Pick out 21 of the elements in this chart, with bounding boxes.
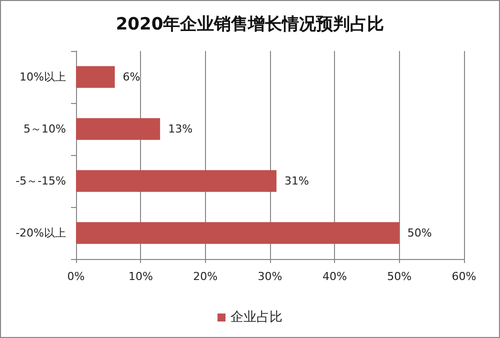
data-label: 13% [168,122,193,136]
x-tick-label: 60% [452,270,476,283]
x-tick-label: 30% [258,270,282,283]
y-tick-label: 10%以上 [20,70,66,84]
x-tick-label: 40% [322,270,347,283]
x-tick-label: 10% [128,270,153,283]
x-tick-label: 0% [67,270,85,283]
x-tick-label: 50% [387,270,412,283]
y-tick-label: -20%以上 [16,226,66,240]
bar [76,222,400,244]
data-label: 6% [122,70,140,84]
bar [76,118,160,140]
y-tick-label: 5～10% [24,122,66,136]
chart-title: 2020年企业销售增长情况预判占比 [116,14,384,34]
bar [76,66,115,88]
data-label: 31% [284,174,309,188]
bar [76,170,276,192]
x-tick-label: 20% [193,270,218,283]
legend-label: 企业占比 [230,310,282,325]
y-tick-label: -5～-15% [16,174,66,188]
data-label: 50% [407,226,432,240]
